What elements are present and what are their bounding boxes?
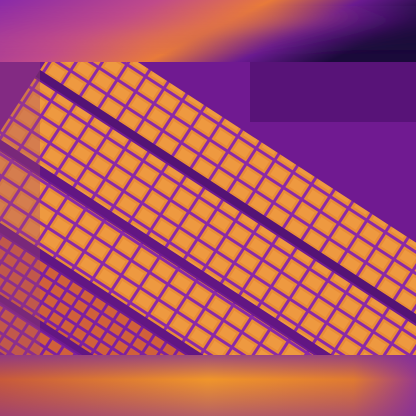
bottom-blur-band xyxy=(0,355,416,416)
top-blur-band xyxy=(0,0,416,62)
